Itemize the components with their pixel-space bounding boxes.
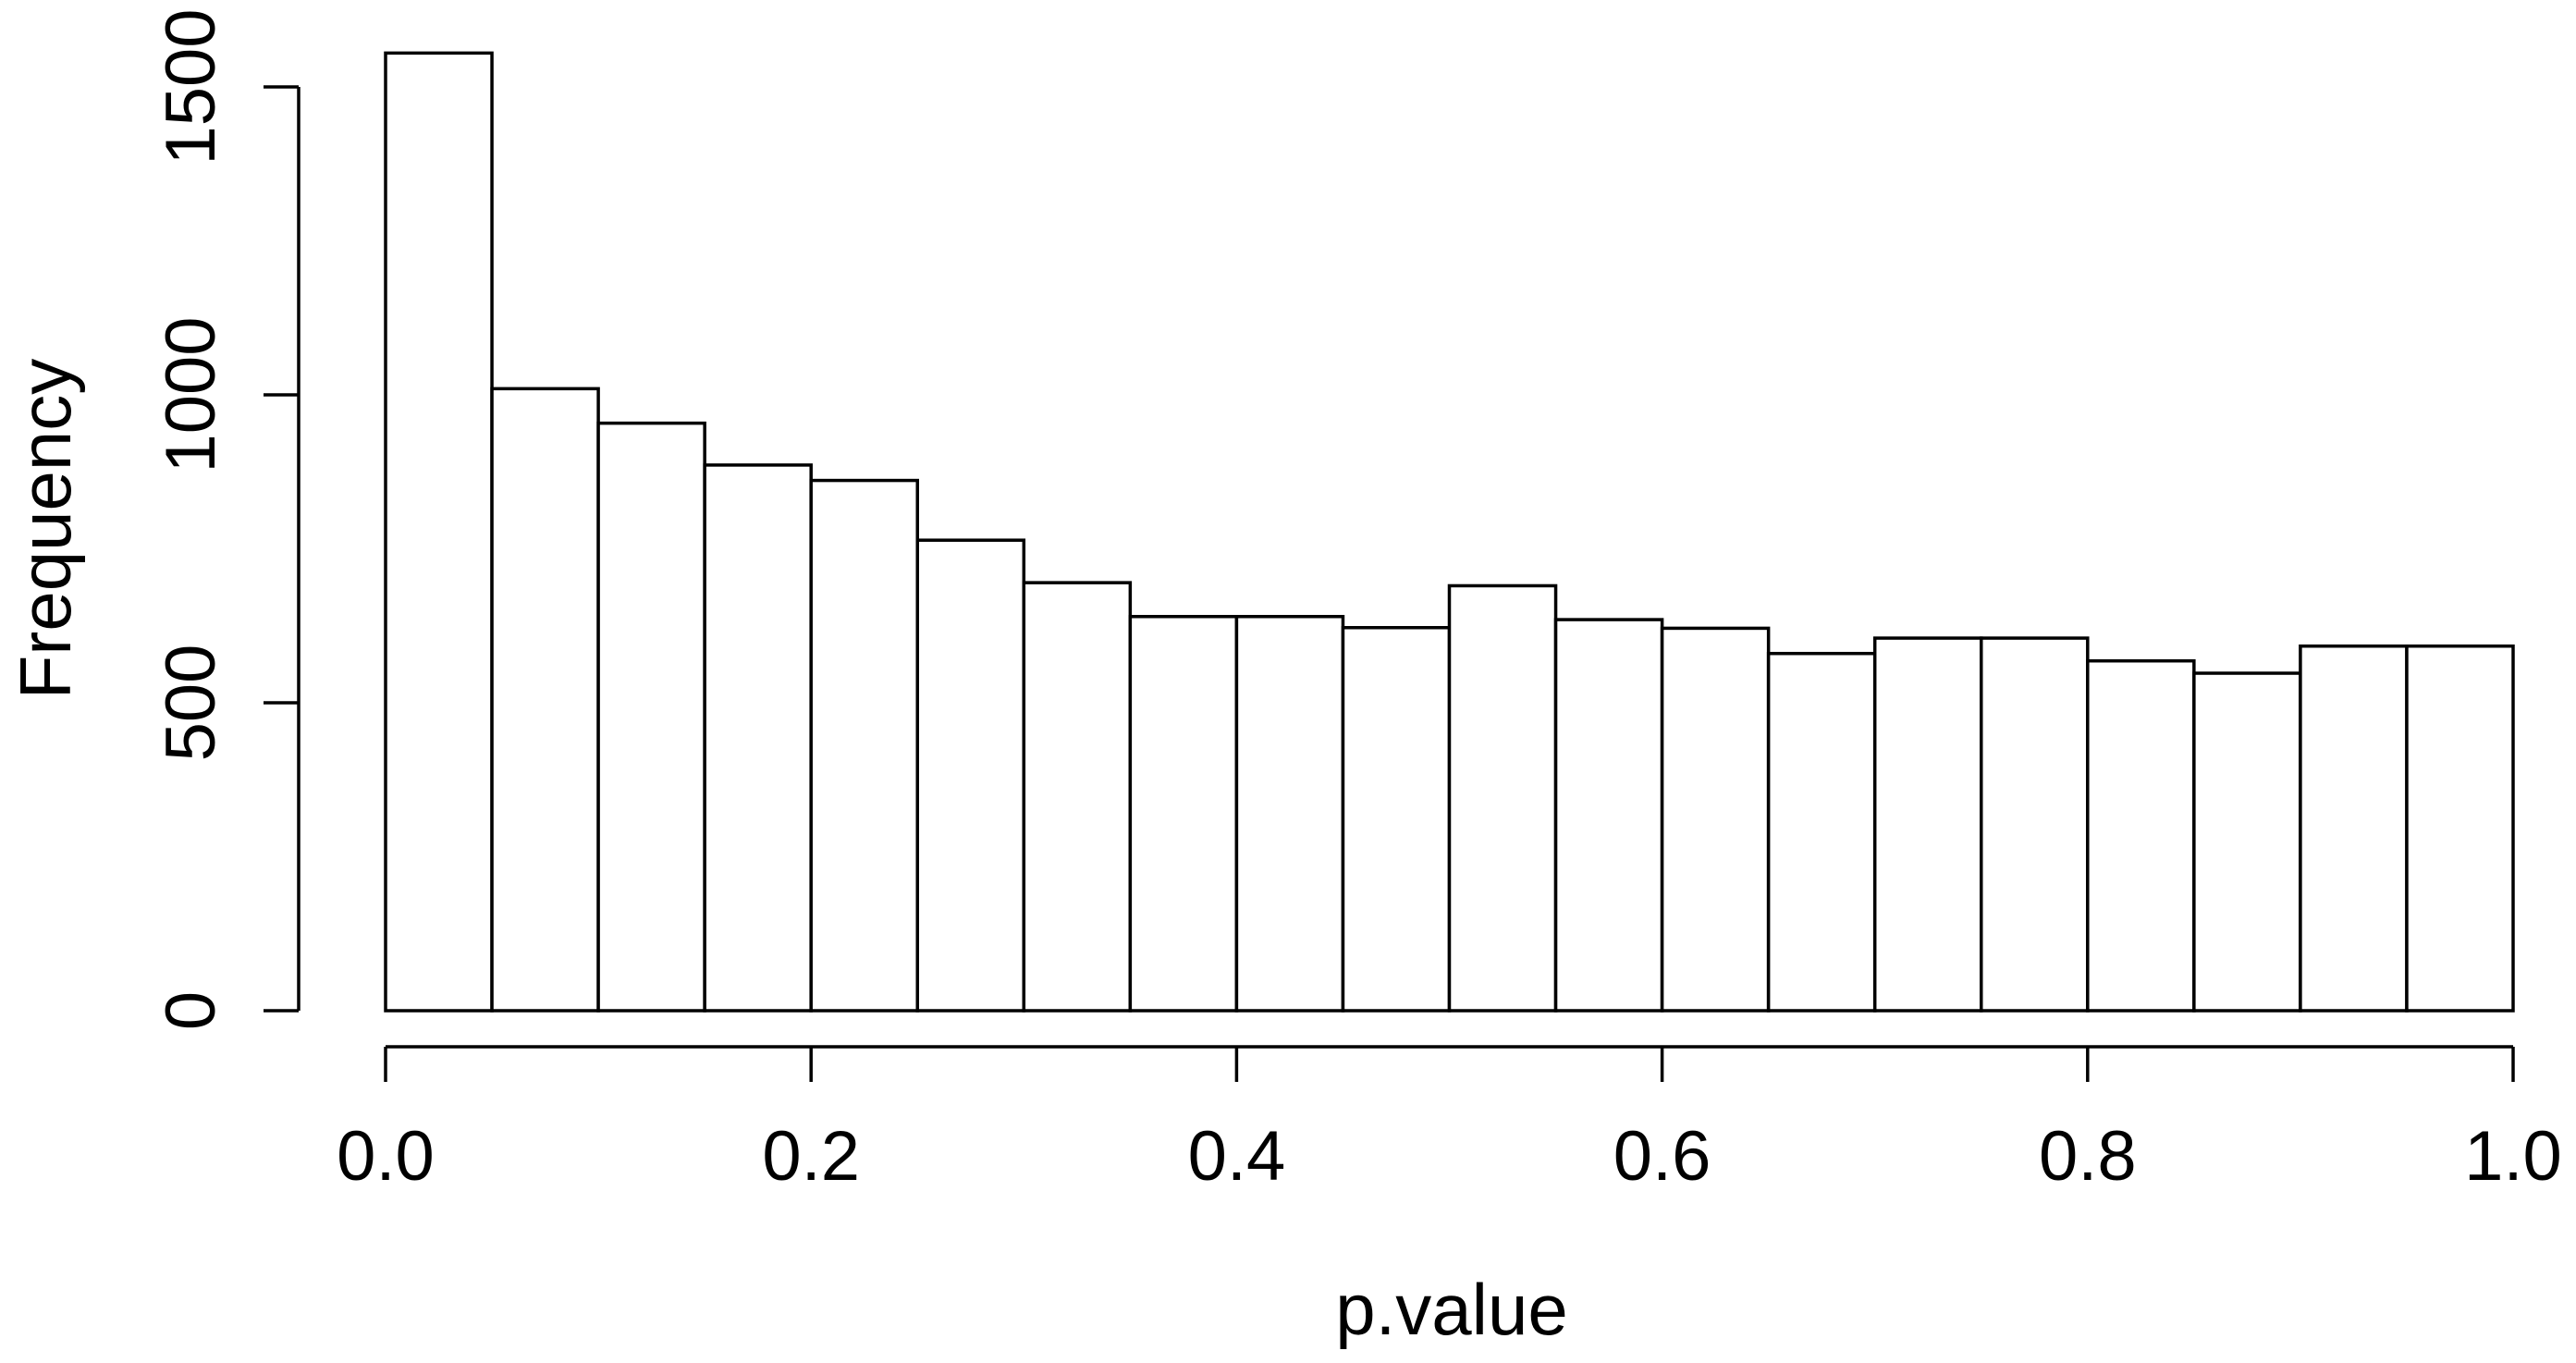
x-tick-label: 0.4 xyxy=(1188,1117,1286,1196)
y-tick-label: 1500 xyxy=(152,8,230,165)
y-tick-label: 0 xyxy=(152,991,230,1030)
x-axis-group: 0.0 0.2 0.4 0.6 0.8 1.0 xyxy=(337,1045,2562,1196)
histogram-bar xyxy=(2299,644,2409,1013)
histogram-bar xyxy=(1022,581,1133,1013)
x-tick-label: 0.6 xyxy=(1613,1117,1711,1196)
histogram-bar xyxy=(1766,651,1877,1013)
histogram-bar xyxy=(2086,658,2196,1013)
x-axis-title: p.value xyxy=(1335,1269,1568,1350)
y-axis-title: Frequency xyxy=(5,359,86,700)
bars-group xyxy=(384,51,2515,1013)
x-tick-label: 1.0 xyxy=(2464,1117,2562,1196)
histogram-bar xyxy=(1980,636,2090,1013)
histogram-bar xyxy=(490,387,600,1013)
histogram-bar xyxy=(1872,636,1983,1013)
histogram-bar xyxy=(2192,671,2302,1013)
y-tick-label: 1000 xyxy=(152,316,230,473)
histogram-bar xyxy=(2405,644,2515,1013)
histogram-bar xyxy=(384,51,494,1013)
histogram-bar xyxy=(703,463,813,1013)
histogram-bar xyxy=(1553,618,1664,1013)
histogram-bar xyxy=(596,421,706,1013)
x-tick-label: 0.8 xyxy=(2039,1117,2137,1196)
histogram-bar xyxy=(1341,626,1452,1013)
histogram-bar xyxy=(1447,583,1558,1013)
x-tick-label: 0.0 xyxy=(337,1117,435,1196)
histogram-bar xyxy=(1660,626,1771,1013)
histogram-bar xyxy=(915,538,1026,1013)
histogram-bar xyxy=(809,478,920,1013)
y-tick-label: 500 xyxy=(152,645,230,762)
y-axis-group: 0 500 1000 1500 xyxy=(152,8,301,1030)
x-tick-label: 0.2 xyxy=(762,1117,860,1196)
histogram-bar xyxy=(1234,615,1345,1013)
histogram-bar xyxy=(1128,615,1239,1013)
